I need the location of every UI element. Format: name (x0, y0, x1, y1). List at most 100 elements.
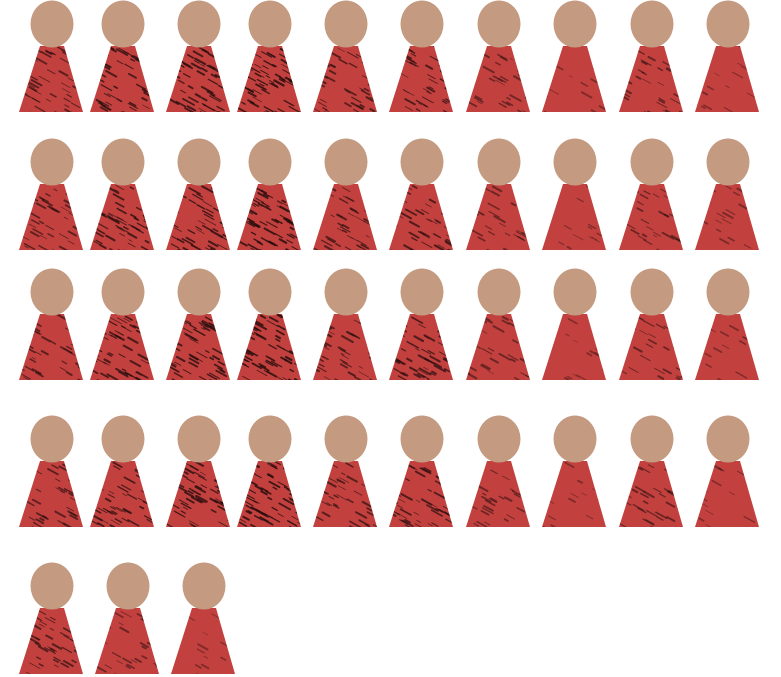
person-figure (237, 138, 303, 252)
person-figure-icon (166, 415, 230, 527)
figure-body (695, 46, 759, 112)
person-figure-icon (542, 268, 606, 380)
figure-head (630, 138, 674, 186)
figure-head (630, 0, 674, 48)
person-figure-icon (695, 268, 759, 380)
figure-head (477, 415, 521, 463)
figure-body (19, 461, 83, 527)
person-figure-icon (313, 138, 377, 250)
figure-head (30, 138, 74, 186)
figure-head (400, 138, 444, 186)
person-figure-icon (389, 138, 453, 250)
person-figure (19, 0, 85, 114)
figure-head (630, 415, 674, 463)
person-figure-icon (237, 138, 301, 250)
figure-body (313, 184, 377, 250)
person-figure-icon (166, 138, 230, 250)
figure-head (553, 138, 597, 186)
person-figure-icon (389, 0, 453, 112)
figure-head (706, 415, 750, 463)
figure-head (177, 138, 221, 186)
figure-head (400, 0, 444, 48)
figure-head (182, 562, 226, 610)
person-figure (313, 415, 379, 529)
figure-body (619, 184, 683, 250)
person-figure-icon (95, 562, 159, 674)
person-figure-icon (313, 415, 377, 527)
figure-head (706, 0, 750, 48)
person-figure-icon (166, 268, 230, 380)
figure-body (171, 608, 235, 674)
figure-body (695, 314, 759, 380)
figure-head (177, 268, 221, 316)
figure-body (19, 46, 83, 112)
person-figure-icon (90, 268, 154, 380)
person-figure-icon (619, 0, 683, 112)
person-figure-icon (90, 138, 154, 250)
person-figure-icon (619, 415, 683, 527)
person-figure-icon (389, 415, 453, 527)
person-figure (389, 0, 455, 114)
person-figure (90, 268, 156, 382)
person-figure-icon (619, 268, 683, 380)
person-figure (466, 268, 532, 382)
figure-body (313, 314, 377, 380)
figure-head (324, 268, 368, 316)
person-figure (466, 138, 532, 252)
person-figure-icon (466, 0, 530, 112)
person-figure (166, 415, 232, 529)
figure-head (477, 0, 521, 48)
person-figure-icon (19, 138, 83, 250)
figure-body (90, 314, 154, 380)
person-figure (171, 562, 237, 676)
figure-body (313, 461, 377, 527)
figure-head (477, 268, 521, 316)
figure-head (248, 268, 292, 316)
figure-head (477, 138, 521, 186)
figure-body (542, 46, 606, 112)
figure-body (389, 46, 453, 112)
person-figure (619, 415, 685, 529)
figure-body (90, 461, 154, 527)
person-figure-icon (466, 138, 530, 250)
person-figure-icon (389, 268, 453, 380)
person-figure (90, 138, 156, 252)
figure-head (30, 415, 74, 463)
person-figure-icon (166, 0, 230, 112)
figure-head (248, 0, 292, 48)
person-figure (237, 268, 303, 382)
figure-body (313, 46, 377, 112)
person-figure (19, 268, 85, 382)
person-figure-icon (237, 0, 301, 112)
person-figure-icon (695, 0, 759, 112)
person-figure (695, 415, 761, 529)
figure-body (237, 461, 301, 527)
person-figure (542, 138, 608, 252)
figure-head (248, 138, 292, 186)
person-figure (95, 562, 161, 676)
person-figure (237, 0, 303, 114)
person-figure-icon (542, 415, 606, 527)
figure-body (542, 461, 606, 527)
person-figure (695, 0, 761, 114)
person-figure (542, 268, 608, 382)
person-figure-icon (19, 0, 83, 112)
person-figure (619, 268, 685, 382)
figure-body (90, 184, 154, 250)
person-figure-icon (237, 268, 301, 380)
figure-head (177, 0, 221, 48)
figure-body (695, 184, 759, 250)
figure-head (400, 268, 444, 316)
person-figure (166, 138, 232, 252)
person-figure-icon (542, 138, 606, 250)
person-figure (542, 415, 608, 529)
figure-body (695, 461, 759, 527)
figure-body (466, 184, 530, 250)
person-figure (166, 0, 232, 114)
person-figure (389, 268, 455, 382)
figure-body (90, 46, 154, 112)
figure-head (101, 138, 145, 186)
person-figure-icon (19, 268, 83, 380)
figure-head (106, 562, 150, 610)
